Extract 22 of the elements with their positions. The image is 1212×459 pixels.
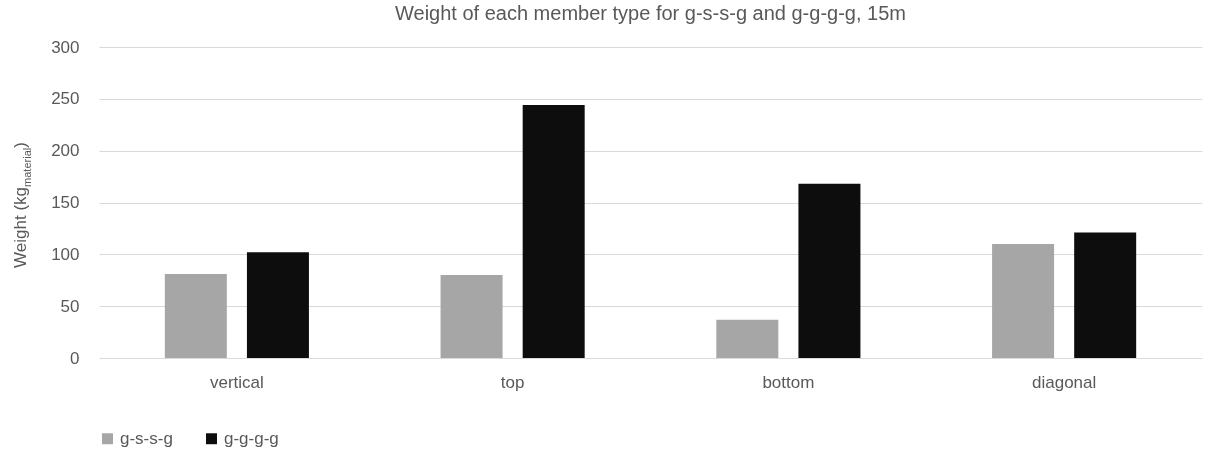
bar [992,243,1055,358]
bar [246,252,309,358]
y-tick-label: 250 [51,89,80,109]
y-tick-label: 0 [70,348,80,368]
x-tick-label: top [500,372,525,392]
bar [164,274,227,358]
y-tick-label: 300 [51,37,80,57]
x-tick-label: vertical [209,372,264,392]
bar [1074,232,1137,358]
legend-label: g-g-g-g [224,428,279,448]
x-tick-label: bottom [762,372,815,392]
bar [440,275,503,358]
bar [522,105,585,358]
x-tick-label: diagonal [1031,372,1097,392]
y-tick-label: 100 [51,244,80,264]
y-tick-label: 50 [60,296,80,316]
y-tick-label: 150 [51,193,80,212]
bar [798,183,861,358]
y-tick-label: 200 [51,141,80,161]
chart-title: Weight of each member type for g-s-s-g and g-g-g-g, 15m [395,2,906,24]
bar [716,319,779,358]
legend-label: g-s-s-g [120,428,173,448]
